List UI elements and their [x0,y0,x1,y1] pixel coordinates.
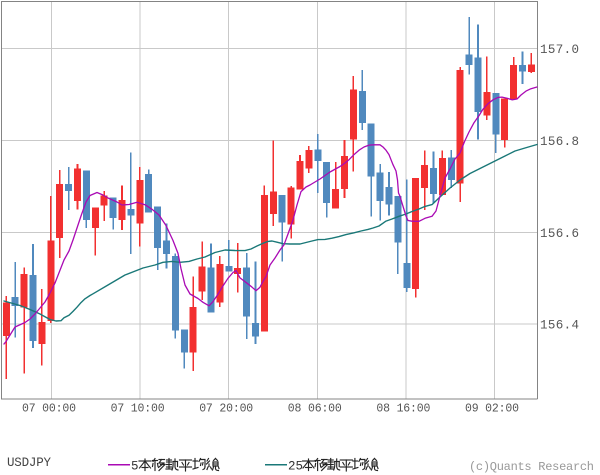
svg-text:07 20:00: 07 20:00 [199,403,253,416]
svg-text:156.8: 156.8 [540,135,579,149]
svg-text:09 02:00: 09 02:00 [465,403,519,416]
svg-text:5: 5 [131,460,139,474]
svg-text:USDJPY: USDJPY [7,456,51,470]
svg-text:07 00:00: 07 00:00 [22,403,76,416]
svg-text:25: 25 [288,460,303,474]
svg-text:(c)Quants Research: (c)Quants Research [469,460,594,474]
svg-text:156.6: 156.6 [540,227,579,241]
svg-text:07 10:00: 07 10:00 [111,403,165,416]
svg-text:157.0: 157.0 [540,43,579,57]
svg-text:08 06:00: 08 06:00 [288,403,342,416]
svg-text:156.4: 156.4 [540,319,579,333]
svg-text:08 16:00: 08 16:00 [376,403,430,416]
